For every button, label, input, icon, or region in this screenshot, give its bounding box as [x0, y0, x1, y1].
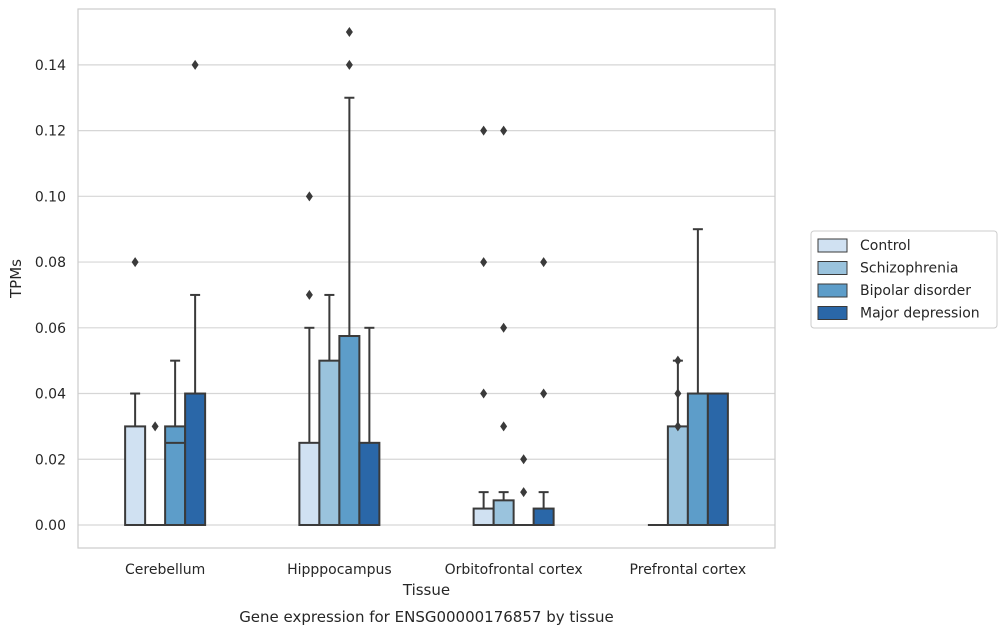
outlier-point: [305, 289, 313, 300]
box: [532, 257, 555, 526]
legend-item: Schizophrenia: [817, 261, 958, 277]
legend-swatch: [817, 238, 848, 253]
outlier-point: [520, 454, 528, 465]
outlier-point: [500, 421, 508, 432]
y-tick-label: 0.04: [35, 387, 66, 403]
y-tick-label: 0.06: [35, 321, 66, 337]
box: [492, 125, 515, 526]
y-tick-label: 0.10: [35, 189, 66, 205]
y-tick-label: 0.08: [35, 255, 66, 271]
y-tick-labels: 0.00 0.02 0.04 0.06 0.08 0.10 0.12 0.14: [35, 58, 66, 534]
outlier-point: [540, 388, 548, 399]
outlier-point: [480, 125, 488, 136]
x-axis-label: Tissue: [402, 581, 450, 599]
outlier-point: [500, 322, 508, 333]
box: [318, 293, 341, 526]
y-tick-label: 0.00: [35, 518, 66, 534]
outlier-point: [305, 191, 313, 202]
outlier-point: [191, 59, 199, 70]
outlier-point: [674, 355, 682, 366]
box: [686, 228, 709, 526]
chart-caption: Gene expression for ENSG00000176857 by t…: [239, 608, 614, 626]
legend-swatch: [817, 306, 848, 320]
outlier-point: [131, 257, 139, 268]
outlier-point: [520, 487, 528, 498]
outlier-point: [540, 257, 548, 268]
legend-item: Control: [817, 238, 911, 254]
legend-item: Major depression: [817, 306, 980, 322]
y-axis-label: TPMs: [7, 259, 25, 299]
series-control: [124, 125, 668, 526]
series-bipolar-disorder: [164, 27, 709, 526]
outlier-point: [500, 125, 508, 136]
x-tick-label: Orbitofrontal cortex: [445, 562, 583, 578]
box-body: [184, 392, 207, 526]
legend-swatch: [817, 283, 848, 298]
box-body: [124, 425, 147, 526]
box-body: [472, 507, 495, 526]
box: [513, 454, 534, 526]
box: [338, 27, 361, 526]
box-body: [298, 441, 321, 526]
x-tick-labels: Cerebellum Hipppocampus Orbitofrontal cort…: [125, 562, 746, 578]
x-tick-label: Hipppocampus: [287, 562, 392, 578]
box: [472, 125, 495, 526]
box-body: [686, 392, 709, 526]
outlier-point: [674, 421, 682, 432]
box-body: [164, 425, 187, 526]
legend-frame: [810, 230, 998, 329]
outlier-point: [480, 257, 488, 268]
legend-label: Schizophrenia: [860, 261, 958, 277]
box-body: [666, 425, 689, 526]
x-tick-label: Prefrontal cortex: [630, 562, 747, 578]
y-tick-label: 0.02: [35, 452, 66, 468]
box: [184, 59, 207, 526]
legend: Control Schizophrenia Bipolar disorder Majo…: [810, 230, 998, 329]
legend-label: Major depression: [860, 306, 980, 322]
outlier-point: [345, 27, 353, 38]
box: [666, 355, 689, 526]
outlier-point: [674, 388, 682, 399]
outlier-point: [151, 421, 159, 432]
box: [706, 392, 729, 526]
box: [164, 359, 187, 526]
x-tick-label: Cerebellum: [125, 562, 205, 578]
box: [358, 326, 381, 526]
y-tick-label: 0.14: [35, 58, 66, 74]
box: [124, 257, 147, 526]
legend-swatch: [817, 261, 848, 275]
legend-item: Bipolar disorder: [817, 283, 971, 299]
box-body: [318, 359, 341, 526]
outlier-point: [480, 388, 488, 399]
box: [298, 191, 321, 526]
box: [145, 421, 166, 526]
box-body: [706, 392, 729, 526]
outlier-point: [345, 59, 353, 70]
box-body: [338, 335, 361, 526]
plot-frame: [77, 8, 776, 549]
box-body: [358, 441, 381, 526]
box-body: [492, 499, 515, 526]
series-schizophrenia: [145, 125, 689, 526]
legend-label: Bipolar disorder: [860, 283, 971, 299]
box-body: [532, 507, 555, 526]
series-major-depression: [184, 59, 729, 526]
y-tick-label: 0.12: [35, 124, 66, 140]
legend-label: Control: [860, 238, 911, 254]
box-series: [124, 27, 729, 526]
